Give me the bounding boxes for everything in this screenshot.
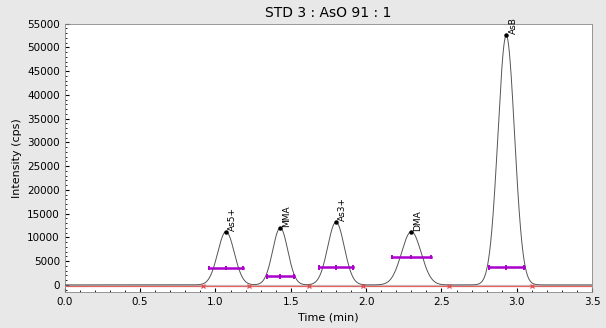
Text: DMA: DMA xyxy=(413,210,422,231)
Text: AsB: AsB xyxy=(508,18,518,34)
Title: STD 3 : AsO 91 : 1: STD 3 : AsO 91 : 1 xyxy=(265,6,391,20)
Y-axis label: Intensity (cps): Intensity (cps) xyxy=(12,118,22,198)
Text: As3+: As3+ xyxy=(338,197,347,221)
Text: MMA: MMA xyxy=(282,205,291,227)
X-axis label: Time (min): Time (min) xyxy=(298,313,359,322)
Text: As5+: As5+ xyxy=(228,207,238,231)
